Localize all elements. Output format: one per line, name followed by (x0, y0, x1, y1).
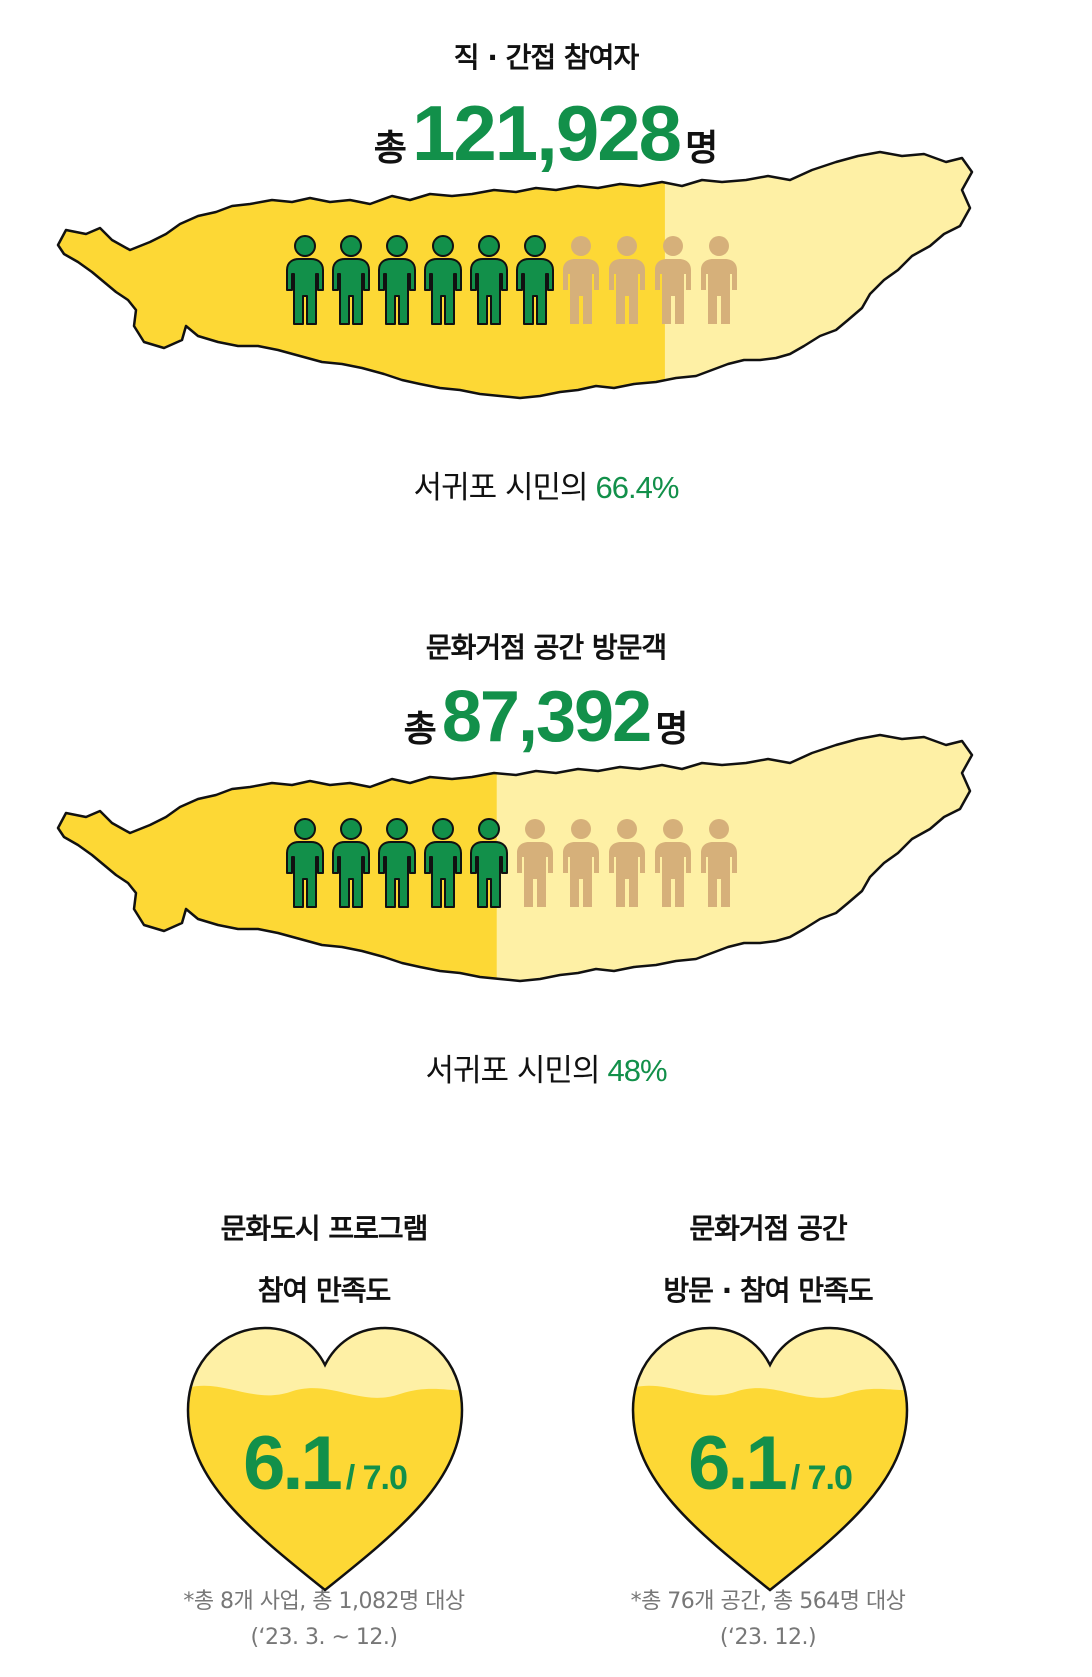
island-map-icon (0, 733, 1092, 993)
title-line: 문화도시 프로그램 (114, 1198, 534, 1260)
program-note: *총 8개 사업, 총 1,082명 대상 (‘23. 3. ~ 12.) (114, 1584, 534, 1656)
note-line: (‘23. 3. ~ 12.) (114, 1620, 534, 1656)
space-note: *총 76개 공간, 총 564명 대상 (‘23. 12.) (558, 1584, 978, 1656)
note-line: *총 8개 사업, 총 1,082명 대상 (114, 1584, 534, 1620)
title-line: 방문 · 참여 만족도 (558, 1260, 978, 1322)
program-score: 6.1/ 7.0 (185, 1420, 465, 1507)
satisfaction-title-program: 문화도시 프로그램 참여 만족도 (114, 1198, 534, 1322)
visitors-caption: 서귀포 시민의 48% (0, 1045, 1092, 1090)
score-max: / 7.0 (346, 1459, 407, 1497)
caption-text: 서귀포 시민의 (425, 1053, 599, 1089)
title-line: 참여 만족도 (114, 1260, 534, 1322)
visitors-title: 문화거점 공간 방문객 (0, 626, 1092, 666)
note-line: (‘23. 12.) (558, 1620, 978, 1656)
note-line: *총 76개 공간, 총 564명 대상 (558, 1584, 978, 1620)
visitors-section: 문화거점 공간 방문객 총 87,392 명 서귀포 시민의 48% (0, 0, 1092, 1100)
score-max: / 7.0 (791, 1459, 852, 1497)
score-value: 6.1 (688, 1421, 785, 1506)
visitors-percent: 48% (607, 1053, 666, 1088)
score-value: 6.1 (243, 1421, 340, 1506)
map-filled-area (0, 733, 497, 993)
title-line: 문화거점 공간 (558, 1198, 978, 1260)
space-score: 6.1/ 7.0 (630, 1420, 910, 1507)
satisfaction-title-space: 문화거점 공간 방문 · 참여 만족도 (558, 1198, 978, 1322)
